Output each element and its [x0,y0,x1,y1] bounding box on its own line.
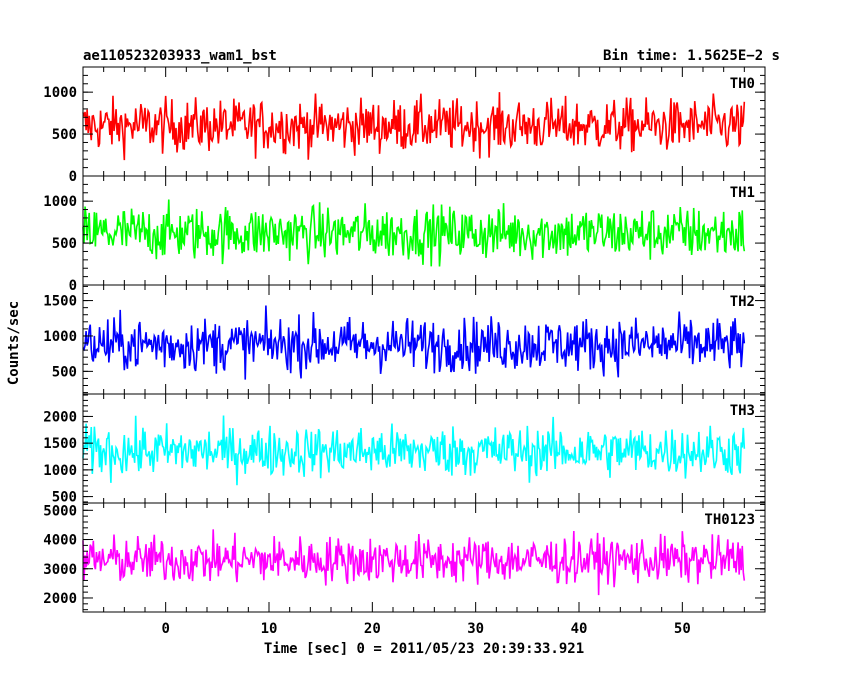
panel-label-th3: TH3 [730,403,755,419]
y-tick-label: 1000 [43,463,77,479]
x-tick-label: 30 [467,621,484,637]
y-tick-label: 500 [52,364,77,380]
y-tick-label: 500 [52,127,77,143]
panel-th2: 500 1000 1500 TH2 [43,284,766,395]
x-axis-label: Time [sec] 0 = 2011/05/23 20:39:33.921 [264,641,584,657]
panel-th3: 500 1000 1500 2000 TH3 [43,393,766,506]
y-tick-label: 2000 [43,409,77,425]
series-th2 [82,305,746,380]
panel-th0: 0 500 1000 TH0 [43,66,766,185]
y-tick-label: 3000 [43,562,77,578]
y-tick-label: 4000 [43,533,77,549]
y-tick-label: 2000 [43,591,77,607]
x-tick-label: 10 [261,621,278,637]
x-tick-label: 40 [571,621,588,637]
series-th3 [82,415,746,486]
panel-label-th2: TH2 [730,294,755,310]
y-tick-label: 500 [52,236,77,252]
x-tick-label: 20 [364,621,381,637]
y-tick-label: 500 [52,490,77,506]
y-tick-label: 5000 [43,503,77,519]
panel-label-th0123: TH0123 [704,512,755,528]
x-tick-label: 50 [674,621,691,637]
x-tick-label: 0 [161,621,169,637]
y-tick-label: 0 [69,169,77,185]
panel-label-th0: TH0 [730,76,755,92]
series-th1 [82,199,746,267]
chart-title-left: ae110523203933_wam1_bst [83,48,277,64]
series-th0123 [82,529,746,596]
chart-title-right: Bin time: 1.5625E−2 s [603,48,780,64]
y-tick-label: 1500 [43,436,77,452]
y-tick-label: 1000 [43,194,77,210]
series-th0 [82,92,746,161]
panel-th0123: 2000 3000 4000 5000 TH0123 [43,502,766,613]
y-tick-label: 1500 [43,294,77,310]
y-axis-label: Counts/sec [6,301,22,385]
panel-label-th1: TH1 [730,185,755,201]
y-tick-label: 1000 [43,85,77,101]
panel-th1: 0 500 1000 TH1 [43,175,766,294]
y-tick-label: 0 [69,278,77,294]
y-tick-label: 1000 [43,329,77,345]
